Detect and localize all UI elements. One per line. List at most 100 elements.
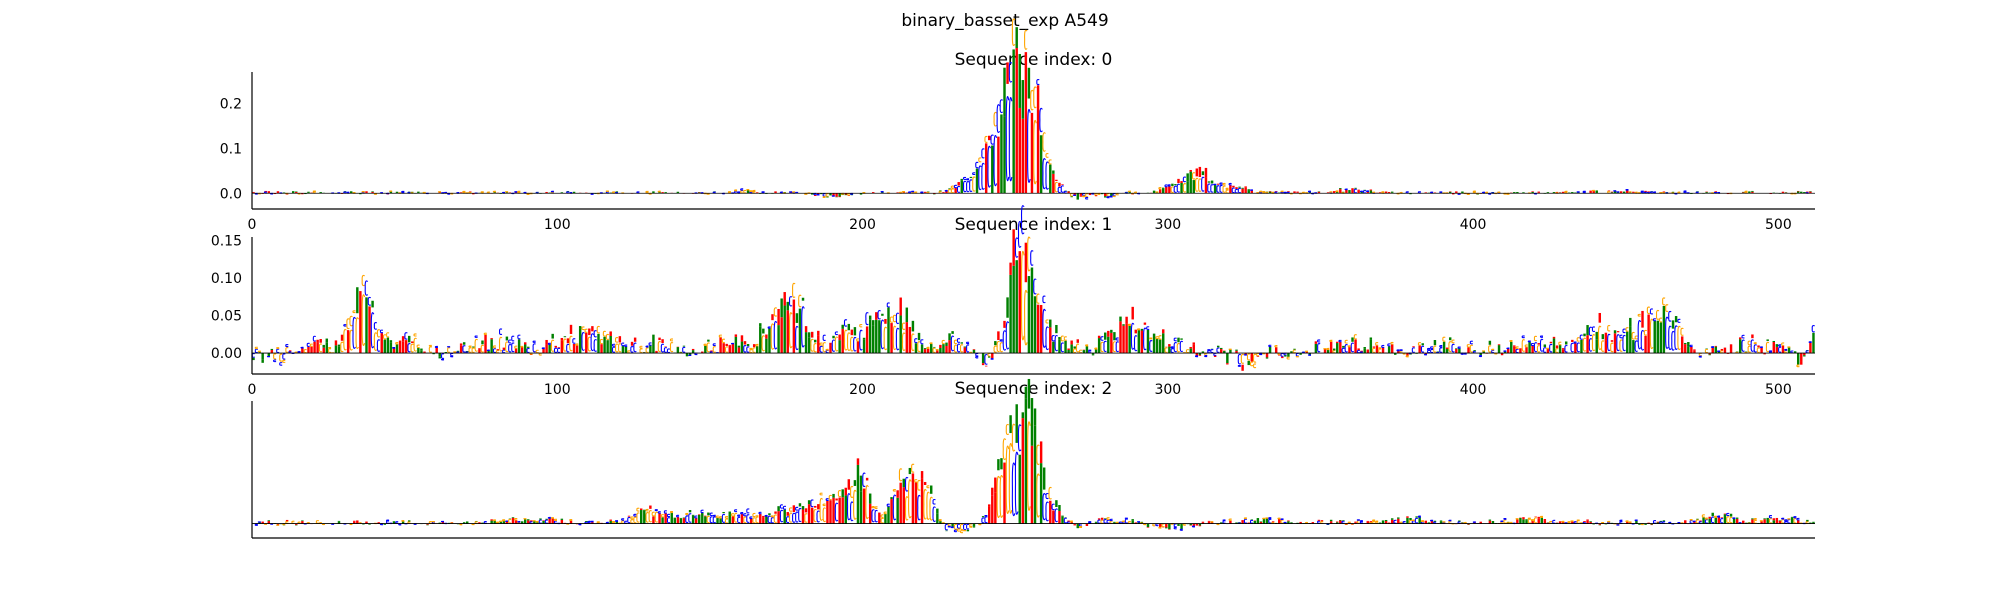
- logo-letter-G: [1250, 362, 1253, 366]
- logo-letter-C: [451, 353, 454, 355]
- logo-letter-T: [609, 520, 611, 521]
- logo-letter-G: [890, 317, 893, 322]
- logo-letter-A: [899, 315, 901, 353]
- logo-letter-A: [518, 339, 520, 353]
- logo-letter-A: [951, 524, 953, 527]
- logo-letter-T: [640, 508, 642, 510]
- logo-letter-T: [1531, 346, 1533, 353]
- logo-letter-T: [957, 182, 959, 185]
- logo-letter-A: [783, 306, 785, 353]
- logo-letter-A: [680, 518, 682, 519]
- logo-letter-T: [545, 340, 547, 345]
- logo-letter-G: [518, 191, 521, 192]
- logo-letter-T: [921, 479, 923, 524]
- logo-letter-A: [765, 516, 767, 523]
- logo-letter-T: [753, 344, 755, 347]
- logo-letter-G: [1608, 325, 1611, 330]
- logo-letter-T: [1620, 191, 1622, 192]
- logo-letter-T: [1809, 343, 1811, 354]
- logo-letter-G: [707, 343, 710, 352]
- logo-letter-A: [1559, 345, 1561, 353]
- logo-letter-A: [1544, 344, 1546, 347]
- logo-letter-A: [1812, 522, 1814, 523]
- logo-letter-C: [387, 521, 390, 523]
- x-tick-label: 100: [544, 217, 571, 233]
- logo-letter-T: [649, 506, 651, 509]
- logo-letter-C: [539, 520, 542, 523]
- logo-letter-G: [1391, 342, 1394, 344]
- logo-letter-T: [759, 514, 761, 524]
- logo-letter-C: [463, 346, 466, 352]
- logo-letter-C: [744, 514, 747, 516]
- logo-letter-T: [811, 332, 813, 338]
- logo-letter-A: [643, 510, 645, 511]
- logo-letter-G: [741, 191, 744, 193]
- logo-letter-G: [799, 295, 802, 307]
- logo-letter-T: [1037, 305, 1039, 353]
- logo-letter-C: [875, 510, 878, 521]
- logo-letter-G: [1122, 521, 1125, 522]
- logo-letter-A: [390, 340, 392, 342]
- logo-letter-C: [594, 340, 597, 352]
- panel-title-0: Sequence index: 0: [955, 50, 1113, 70]
- logo-letter-C: [1779, 347, 1782, 352]
- logo-letter-A: [1254, 521, 1256, 524]
- logo-letter-A: [524, 345, 526, 354]
- logo-letter-G: [909, 480, 912, 518]
- logo-letter-A: [777, 506, 779, 511]
- logo-letter-T: [1605, 340, 1607, 353]
- logo-letter-T: [1724, 348, 1726, 353]
- logo-letter-C: [976, 162, 979, 167]
- logo-letter-G: [753, 192, 756, 193]
- logo-letter-G: [973, 177, 976, 191]
- logo-letter-A: [252, 358, 254, 360]
- logo-letter-C: [802, 307, 805, 347]
- logo-letter-A: [338, 345, 340, 347]
- logo-letter-G: [1254, 354, 1257, 362]
- logo-letter-T: [997, 331, 999, 340]
- logo-letter-G: [570, 336, 573, 351]
- logo-letter-T: [787, 310, 789, 353]
- logo-letter-T: [286, 520, 288, 521]
- logo-letter-G: [1177, 344, 1180, 352]
- logo-letter-G: [954, 524, 957, 529]
- logo-letter-C: [796, 512, 799, 522]
- logo-letter-C: [655, 510, 658, 511]
- logo-letter-A: [1434, 340, 1436, 345]
- logo-letter-A: [1541, 518, 1543, 524]
- logo-letter-T: [658, 338, 660, 340]
- logo-letter-C: [1196, 356, 1199, 357]
- logo-letter-T: [817, 331, 819, 336]
- logo-letter-T: [1147, 527, 1149, 528]
- logo-letter-C: [1531, 344, 1534, 346]
- logo-letter-G: [811, 339, 814, 351]
- logo-letter-G: [1745, 191, 1748, 192]
- logo-letter-T: [1776, 347, 1778, 353]
- logo-letter-A: [961, 342, 963, 343]
- logo-letter-T: [1611, 192, 1613, 193]
- logo-letter-T: [1800, 353, 1802, 361]
- logo-letter-A: [1629, 318, 1631, 327]
- logo-letter-A: [326, 339, 328, 343]
- logo-letter-C: [527, 349, 530, 353]
- logo-letter-G: [735, 190, 738, 191]
- logo-letter-A: [945, 531, 947, 532]
- logo-letter-C: [1721, 519, 1724, 523]
- logo-letter-G: [732, 514, 735, 516]
- logo-letter-C: [1574, 522, 1577, 524]
- logo-letter-C: [1107, 197, 1110, 198]
- logo-letter-T: [1278, 355, 1280, 356]
- logo-letter-A: [1596, 339, 1598, 353]
- logo-letter-G: [1037, 474, 1040, 517]
- logo-letter-A: [1489, 520, 1491, 521]
- logo-letter-A: [326, 342, 328, 353]
- logo-letter-C: [442, 354, 445, 359]
- logo-letter-G: [1785, 351, 1788, 353]
- logo-letter-T: [838, 196, 840, 197]
- logo-letter-G: [860, 325, 863, 327]
- logo-letter-T: [319, 339, 321, 343]
- logo-letter-C: [835, 332, 838, 335]
- logo-letter-C: [1238, 188, 1241, 192]
- logo-letter-G: [475, 339, 478, 351]
- logo-letter-A: [463, 342, 465, 345]
